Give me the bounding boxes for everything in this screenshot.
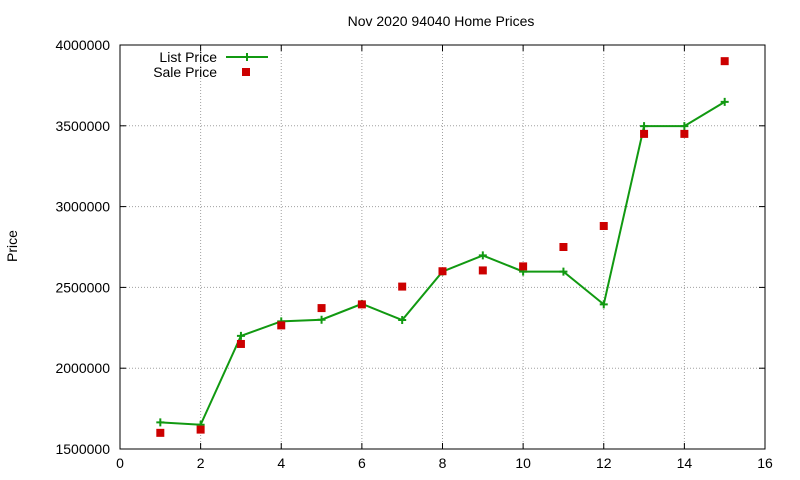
- y-tick-label: 2000000: [55, 360, 110, 376]
- data-point: [599, 221, 608, 230]
- data-point: [317, 315, 326, 324]
- series-group: [156, 57, 729, 437]
- data-point: [196, 425, 205, 434]
- data-point: [720, 97, 729, 106]
- data-point: [640, 122, 649, 131]
- x-tick-label: 16: [757, 455, 773, 471]
- x-tick-label: 14: [677, 455, 693, 471]
- y-tick-label: 1500000: [55, 441, 110, 457]
- chart-title: Nov 2020 94040 Home Prices: [348, 13, 535, 29]
- data-point: [599, 300, 608, 309]
- data-point: [559, 267, 568, 276]
- legend-label: List Price: [159, 49, 217, 65]
- data-point: [156, 418, 165, 427]
- data-point: [478, 251, 487, 260]
- data-point: [720, 57, 729, 66]
- legend-marker: [243, 53, 251, 61]
- series-1: [156, 57, 729, 437]
- axis-ticks: 0 2 4 6 8 10 12 14 16 1500000 2000000 2500000 300000…: [55, 37, 773, 471]
- x-tick-label: 6: [358, 455, 366, 471]
- data-point: [236, 331, 245, 340]
- x-tick-label: 4: [277, 455, 285, 471]
- data-point: [357, 300, 366, 309]
- y-tick-label: 2500000: [55, 279, 110, 295]
- legend-label: Sale Price: [153, 64, 217, 80]
- y-tick-label: 3500000: [55, 118, 110, 134]
- data-point: [640, 129, 649, 138]
- x-tick-label: 10: [515, 455, 531, 471]
- data-point: [156, 428, 165, 437]
- x-tick-label: 0: [116, 455, 124, 471]
- data-point: [277, 321, 286, 330]
- x-tick-label: 2: [197, 455, 205, 471]
- data-point: [680, 129, 689, 138]
- data-point: [317, 304, 326, 313]
- y-axis-label: Price: [4, 230, 20, 262]
- x-tick-label: 8: [439, 455, 447, 471]
- data-point: [398, 282, 407, 291]
- data-point: [478, 266, 487, 275]
- data-point: [236, 339, 245, 348]
- data-point: [519, 262, 528, 271]
- data-point: [438, 267, 447, 276]
- y-tick-label: 4000000: [55, 37, 110, 53]
- data-point: [559, 243, 568, 251]
- y-tick-label: 3000000: [55, 199, 110, 215]
- x-tick-label: 12: [596, 455, 612, 471]
- data-point: [680, 122, 689, 131]
- legend-marker: [242, 68, 250, 76]
- data-point: [398, 316, 407, 325]
